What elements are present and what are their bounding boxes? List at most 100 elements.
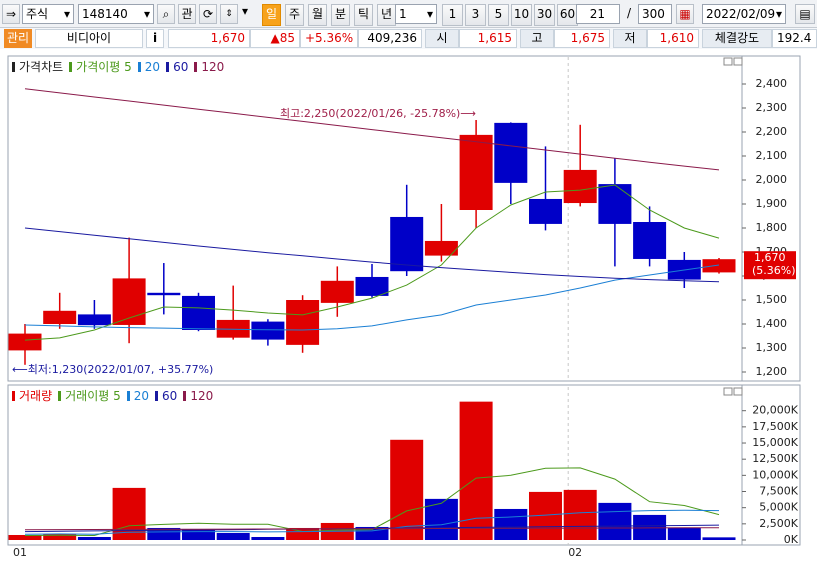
y-tick-label: 7,500K — [759, 485, 798, 498]
volume-bar — [424, 498, 458, 540]
price: 1,670 — [168, 29, 250, 48]
interval-button[interactable]: 10 — [511, 4, 532, 26]
legend-label: 120 — [190, 388, 214, 403]
candle-body — [43, 310, 77, 324]
market: 주식 — [26, 7, 49, 21]
volume-bar — [390, 439, 424, 540]
code: 148140 — [82, 7, 128, 21]
spin-button[interactable]: ⇕ — [220, 4, 238, 24]
ma-line — [24, 527, 720, 531]
interval-group: 1 3 5 10 30 60 — [442, 4, 578, 26]
menu-icon[interactable]: ⇒ — [2, 4, 20, 24]
panel-button[interactable] — [723, 57, 733, 66]
code-input[interactable]: 148140 ▾ — [78, 4, 154, 24]
low-annotation: ⟵최저:1,230(2022/01/07, +35.77%) — [12, 363, 213, 376]
separator: / — [627, 6, 632, 20]
legend-label: 60 — [173, 59, 189, 74]
interval-button[interactable]: 5 — [488, 4, 509, 26]
y-tick-label: 15,000K — [752, 436, 798, 449]
refresh-button[interactable]: ⟳ — [199, 4, 217, 24]
candle-body — [390, 216, 424, 272]
legend-label: 거래이평 5 — [65, 389, 121, 403]
candle-body — [77, 314, 111, 326]
period-button[interactable]: 틱 — [354, 4, 373, 26]
candle-body — [112, 278, 146, 325]
y-tick-label: 2,100 — [756, 149, 788, 162]
interval-button[interactable]: 30 — [534, 4, 555, 26]
low: 1,610 — [647, 29, 699, 48]
high-label: 고 — [520, 29, 554, 48]
volume-bar — [43, 533, 77, 540]
legend-marker — [183, 390, 187, 401]
volume-bar — [667, 527, 701, 540]
y-tick-label: 2,500K — [759, 517, 798, 530]
volume-bar — [216, 532, 250, 540]
period-button[interactable]: 주 — [285, 4, 304, 26]
volume-legend: 거래량 거래이평 5 20 60 120 — [12, 387, 215, 404]
search-button[interactable]: ⌕ — [157, 4, 175, 24]
y-tick-label: 1,400 — [756, 317, 788, 330]
x-tick-label: 02 — [568, 546, 582, 559]
count-input[interactable]: 21 — [576, 4, 620, 24]
chart: 1,2001,3001,4001,5001,6001,7001,8001,900… — [7, 55, 801, 559]
watch-button[interactable]: 관 — [178, 4, 196, 24]
last-price-label: 1,670 — [754, 251, 786, 264]
volume-bar — [494, 508, 528, 540]
badge: 관리 — [4, 29, 32, 48]
candle-body — [251, 321, 285, 340]
legend-label: 20 — [144, 59, 161, 74]
candle-body — [563, 169, 597, 204]
y-tick-label: 1,300 — [756, 341, 788, 354]
legend-label: 120 — [201, 59, 225, 74]
candle-body — [494, 122, 528, 183]
y-tick-label: 1,200 — [756, 365, 788, 378]
interval-button[interactable]: 60 — [557, 4, 578, 26]
period-button[interactable]: 년 — [377, 4, 396, 26]
total-input[interactable]: 300 — [638, 4, 672, 24]
volume-bar — [147, 527, 181, 540]
ma-line — [24, 264, 720, 331]
panel-button[interactable] — [733, 57, 743, 66]
low-label: 저 — [613, 29, 647, 48]
ma-line — [24, 88, 720, 171]
high-annotation: 최고:2,250(2022/01/26, -25.78%)⟶ — [280, 107, 476, 120]
last-price-box — [744, 251, 796, 280]
last-change-label: (5.36%) — [752, 264, 796, 277]
candle-body — [320, 280, 354, 303]
rate: +5.36% — [300, 29, 358, 48]
open-label: 시 — [425, 29, 459, 48]
legend-marker — [58, 390, 62, 401]
unit-select[interactable]: 1 ▾ — [395, 4, 437, 24]
period-button[interactable]: 월 — [308, 4, 327, 26]
change: ▲85 — [250, 29, 300, 48]
market-select[interactable]: 주식 ▾ — [22, 4, 74, 24]
volume-bar — [251, 536, 285, 540]
ma-line — [24, 227, 720, 283]
y-tick-label: 1,900 — [756, 197, 788, 210]
quote-bar: 관리 비디아이 i 1,670 ▲85 +5.36% 409,236 시 1,6… — [0, 28, 817, 49]
volume: 409,236 — [358, 29, 422, 48]
panel-button[interactable] — [733, 387, 743, 396]
period-button[interactable]: 분 — [331, 4, 350, 26]
interval-button[interactable]: 1 — [442, 4, 463, 26]
period-button[interactable]: 일 — [262, 4, 281, 26]
legend-marker — [12, 61, 15, 72]
config-icon[interactable]: ▦ — [676, 4, 694, 24]
candle-body — [529, 198, 562, 224]
volume-bar — [702, 537, 736, 540]
volume-bar — [182, 528, 215, 540]
candle-body — [355, 276, 389, 296]
panel-button[interactable] — [723, 387, 733, 396]
interval-button[interactable]: 3 — [465, 4, 486, 26]
legend-label: 가격차트 — [19, 60, 64, 74]
candle-body — [633, 222, 667, 259]
legend-marker — [12, 390, 15, 401]
price-legend: 가격차트 가격이평 5 20 60 120 — [12, 58, 226, 75]
legend-marker — [69, 61, 73, 72]
chart-icon[interactable]: ▤ — [795, 4, 815, 24]
info-button[interactable]: i — [146, 29, 164, 48]
date-input[interactable]: 2022/02/09 ▾ — [702, 4, 786, 24]
strength-label: 체결강도 — [702, 29, 772, 48]
